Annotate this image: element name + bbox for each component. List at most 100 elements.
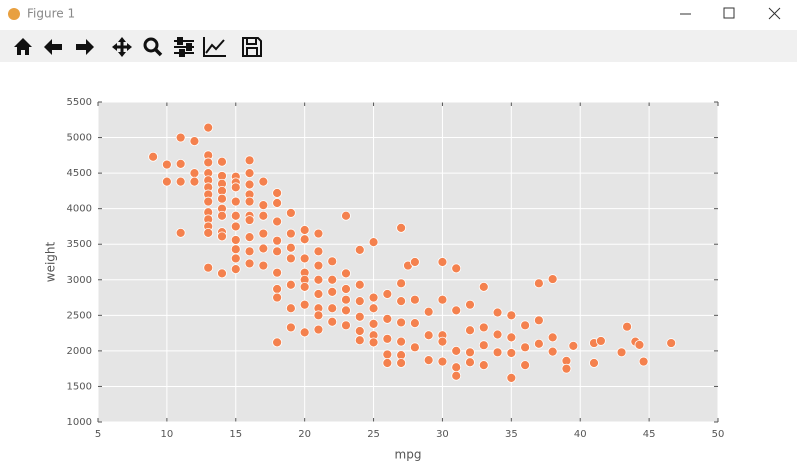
point [437,294,448,305]
point [354,245,365,255]
point [258,210,269,221]
point [258,260,269,271]
point [368,318,379,329]
point [547,274,558,284]
point [561,363,572,374]
point [244,258,255,269]
point [203,262,214,273]
point [396,278,407,289]
point [272,198,283,208]
point [520,342,531,353]
edit-axes-button[interactable] [203,37,226,57]
point [285,322,296,333]
point [230,196,241,207]
point [533,315,544,326]
point [327,256,338,267]
close-button[interactable] [768,7,781,20]
point [368,292,379,303]
point [368,237,379,247]
point [175,158,186,169]
point [506,310,517,321]
point [368,303,379,314]
zoom-button[interactable] [143,37,163,57]
point [299,299,310,310]
point [285,242,296,253]
x-tick-label: 45 [643,429,656,440]
point [622,321,632,332]
point [272,267,283,278]
point [396,296,407,307]
point [382,358,393,368]
point [299,281,310,292]
point [327,274,338,285]
maximize-button[interactable] [723,7,735,19]
point [203,157,214,168]
point [161,159,172,170]
point [634,339,645,350]
point [533,338,544,349]
point [409,342,420,353]
point [423,355,434,366]
configure-button[interactable] [174,37,194,57]
point [396,222,407,233]
y-tick-label: 4500 [67,168,92,179]
point [217,193,227,204]
point [313,324,324,335]
forward-button[interactable] [76,39,94,55]
point [547,346,558,357]
point [437,257,448,267]
point [478,340,489,351]
y-tick-label: 2000 [67,346,92,357]
save-button[interactable] [242,37,262,57]
point [313,228,324,239]
app-icon [8,8,20,20]
point [313,289,324,299]
pan-button[interactable] [112,37,132,57]
y-tick-label: 5500 [67,97,92,108]
point [354,279,365,290]
point [258,228,269,239]
point [203,122,214,133]
point [368,337,379,348]
point [313,260,324,271]
window-title: Figure 1 [27,7,75,21]
point [478,281,489,292]
point [638,356,649,367]
point [506,348,517,358]
point [478,360,489,371]
point [217,210,227,221]
point [272,284,283,294]
point [313,274,324,285]
point [492,307,503,318]
point [341,305,351,316]
point [547,332,558,343]
point [341,284,351,294]
point [492,329,503,340]
point [217,268,227,279]
point [506,373,517,383]
point [189,176,200,187]
point [230,235,241,245]
point [230,221,241,232]
point [354,296,365,307]
x-tick-label: 5 [95,429,101,440]
point [272,188,283,198]
point [616,347,627,358]
home-button[interactable] [14,38,32,55]
title-bar [0,0,797,30]
point [244,232,255,243]
point [299,234,310,245]
point [568,341,579,351]
point [382,333,393,344]
back-button[interactable] [44,39,62,55]
point [327,286,338,297]
point [175,132,186,143]
point [148,151,159,162]
point [451,370,462,381]
y-tick-label: 3500 [67,239,92,250]
point [244,215,255,225]
x-tick-label: 40 [574,429,587,440]
point [451,305,462,316]
y-tick-label: 3000 [67,275,92,286]
